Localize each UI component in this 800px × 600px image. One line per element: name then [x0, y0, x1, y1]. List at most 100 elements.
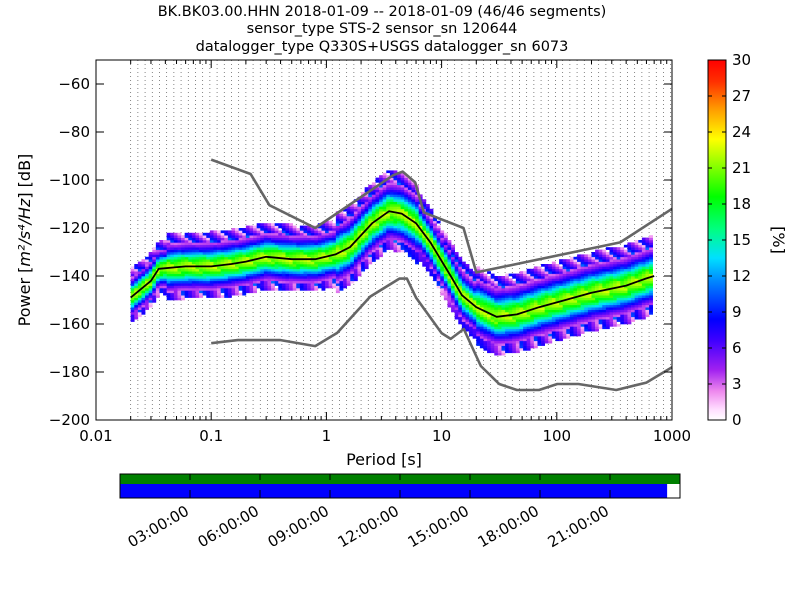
heatmap-cell: [353, 206, 358, 210]
heatmap-cell: [404, 182, 409, 186]
heatmap-cell: [649, 288, 653, 291]
heatmap-cell: [397, 177, 401, 181]
heatmap-cell: [443, 283, 448, 286]
heatmap-cell: [623, 300, 628, 303]
heatmap-cell: [209, 290, 214, 294]
heatmap-cell: [505, 326, 509, 330]
heatmap-cell: [483, 300, 488, 303]
heatmap-cell: [609, 285, 614, 289]
heatmap-cell: [609, 307, 614, 310]
heatmap-cell: [436, 247, 441, 250]
heatmap-cell: [537, 278, 542, 282]
heatmap-cell: [350, 244, 355, 248]
heatmap-cell: [591, 297, 596, 301]
heatmap-cell: [231, 271, 236, 274]
heatmap-cell: [562, 268, 567, 272]
heatmap-cell: [551, 271, 556, 274]
heatmap-cell: [285, 280, 290, 284]
heatmap-cell: [472, 333, 477, 337]
colorbar-tick-label: 21: [732, 159, 751, 177]
heatmap-cell: [631, 256, 635, 260]
heatmap-cell: [256, 268, 261, 272]
heatmap-cell: [281, 225, 286, 229]
heatmap-cell: [307, 271, 311, 274]
heatmap-cell: [472, 280, 477, 284]
heatmap-cell: [609, 249, 614, 253]
heatmap-cell: [634, 292, 639, 296]
heatmap-cell: [584, 295, 589, 298]
heatmap-cell: [476, 273, 481, 277]
heatmap-cell: [278, 259, 283, 262]
heatmap-cell: [242, 280, 247, 284]
heatmap-cell: [386, 180, 391, 183]
heatmap-cell: [537, 314, 542, 318]
heatmap-cell: [292, 268, 297, 272]
heatmap-cell: [181, 266, 185, 270]
heatmap-cell: [181, 242, 185, 246]
heatmap-cell: [332, 232, 337, 236]
heatmap-cell: [375, 187, 380, 190]
heatmap-cell: [404, 218, 409, 222]
heatmap-cell: [199, 288, 203, 291]
heatmap-cell: [303, 232, 308, 236]
heatmap-cell: [569, 331, 574, 334]
heatmap-cell: [152, 261, 157, 265]
heatmap-cell: [231, 237, 236, 241]
heatmap-cell: [191, 259, 196, 262]
heatmap-cell: [249, 290, 254, 294]
heatmap-cell: [159, 268, 164, 272]
heatmap-cell: [170, 249, 175, 253]
heatmap-cell: [281, 280, 286, 284]
heatmap-cell: [627, 273, 632, 277]
heatmap-cell: [494, 321, 499, 325]
heatmap-cell: [184, 288, 189, 291]
heatmap-cell: [505, 280, 509, 284]
heatmap-cell: [357, 225, 362, 229]
heatmap-cell: [213, 268, 218, 272]
heatmap-cell: [649, 283, 653, 286]
heatmap-cell: [289, 230, 293, 234]
heatmap-cell: [429, 232, 434, 236]
heatmap-cell: [555, 309, 560, 313]
heatmap-cell: [173, 290, 178, 294]
heatmap-cell: [177, 240, 182, 243]
heatmap-cell: [350, 261, 355, 265]
heatmap-cell: [213, 254, 218, 258]
heatmap-cell: [166, 280, 171, 284]
heatmap-cell: [343, 276, 347, 279]
heatmap-cell: [483, 324, 488, 327]
heatmap-cell: [177, 290, 182, 294]
heatmap-cell: [361, 225, 365, 229]
heatmap-cell: [566, 307, 571, 310]
heatmap-cell: [555, 278, 560, 282]
heatmap-cell: [325, 256, 329, 260]
heatmap-cell: [641, 292, 646, 296]
heatmap-cell: [289, 278, 293, 282]
heatmap-cell: [382, 247, 387, 250]
heatmap-cell: [501, 319, 506, 322]
heatmap-cell: [577, 283, 581, 286]
heatmap-cell: [548, 336, 553, 339]
heatmap-cell: [393, 170, 398, 174]
heatmap-cell: [346, 230, 351, 234]
heatmap-cell: [533, 338, 538, 342]
heatmap-cell: [501, 324, 506, 327]
heatmap-cell: [274, 266, 279, 270]
heatmap-cell: [325, 278, 329, 282]
heatmap-cell: [148, 256, 153, 260]
heatmap-cell: [137, 264, 142, 267]
heatmap-cell: [350, 273, 355, 277]
heatmap-cell: [469, 321, 473, 325]
heatmap-cell: [361, 211, 365, 214]
heatmap-cell: [242, 261, 247, 265]
heatmap-cell: [332, 249, 337, 253]
heatmap-cell: [321, 268, 326, 272]
heatmap-cell: [591, 254, 596, 258]
heatmap-cell: [400, 230, 405, 234]
heatmap-cell: [573, 316, 578, 320]
heatmap-cell: [631, 249, 635, 253]
heatmap-cell: [170, 247, 175, 250]
heatmap-cell: [343, 218, 347, 222]
heatmap-cell: [443, 237, 448, 241]
heatmap-cell: [490, 295, 495, 298]
